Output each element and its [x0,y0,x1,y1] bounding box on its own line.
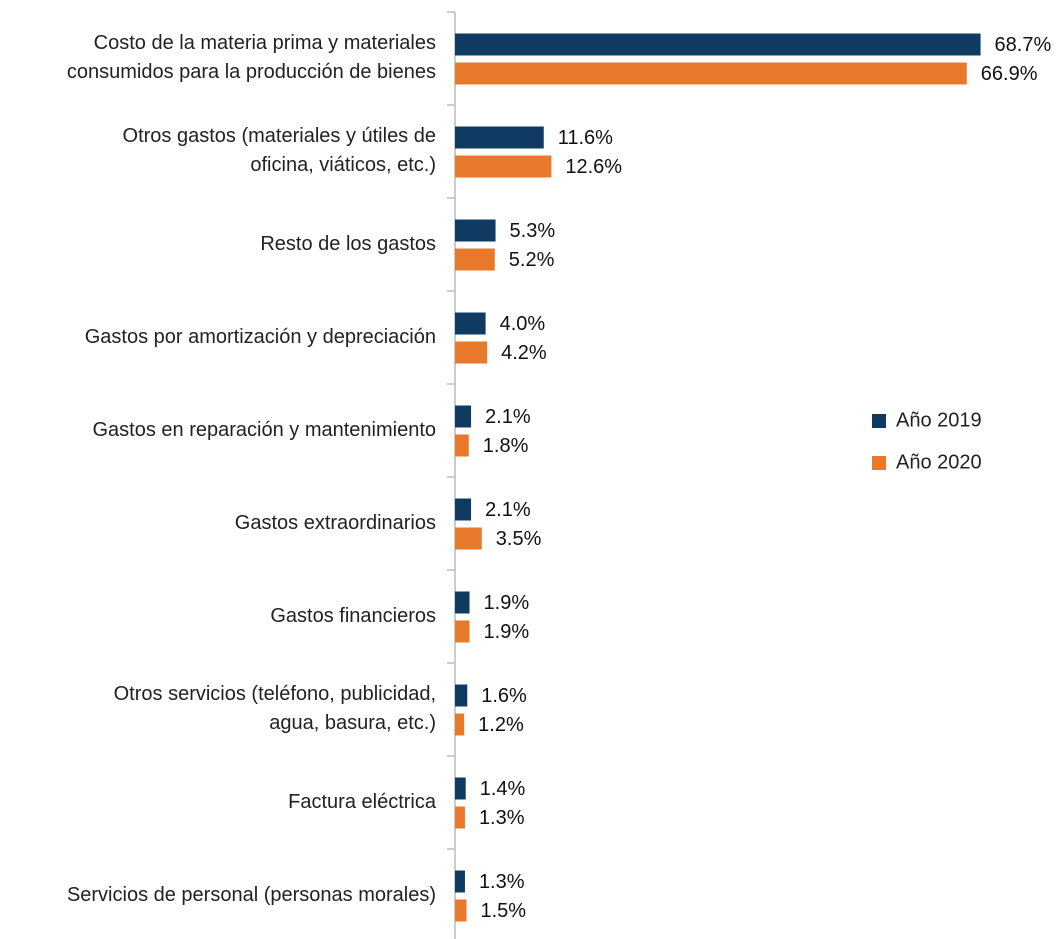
value-label: 1.9% [484,592,530,614]
bar [455,219,496,242]
category-label: Costo de la materia prima y materiales co… [67,32,436,83]
value-label: 3.5% [496,528,542,550]
bar [455,806,465,829]
value-label: 1.4% [480,778,526,800]
category-label: Gastos por amortización y depreciación [85,326,436,348]
value-label: 1.9% [484,621,530,643]
bar [455,527,482,550]
value-label: 1.3% [479,807,525,829]
category-label: Factura eléctrica [288,791,437,813]
bar [455,341,488,364]
bar [455,405,472,428]
category-label: Servicios de personal (personas morales) [67,884,436,906]
legend-label: Año 2020 [896,451,982,473]
category-label: Resto de los gastos [260,233,436,255]
value-label: 4.0% [500,313,546,335]
category-label: Otros gastos (materiales y útiles de ofic… [123,125,436,176]
bar [455,684,468,707]
bar [455,33,981,56]
category-label: Gastos en reparación y mantenimiento [92,419,436,441]
bar [455,312,486,335]
bar [455,777,466,800]
bar [455,62,967,85]
value-label: 5.3% [510,220,556,242]
bar [455,591,470,614]
bar [455,155,552,178]
value-label: 2.1% [485,406,531,428]
value-label: 1.6% [481,685,527,707]
bar [455,713,465,736]
bar [455,620,470,643]
category-label: Otros servicios (teléfono, publicidad, ag… [114,683,436,734]
value-label: 66.9% [981,63,1038,85]
bar [455,899,467,922]
bar [455,870,465,893]
value-label: 1.8% [483,435,529,457]
bar [455,434,469,457]
legend-swatch [872,414,886,428]
value-label: 2.1% [485,499,531,521]
bar [455,126,544,149]
value-label: 1.3% [479,871,525,893]
category-label: Gastos extraordinarios [235,512,436,534]
category-label: Gastos financieros [270,605,436,627]
value-label: 4.2% [501,342,547,364]
legend-label: Año 2019 [896,409,982,431]
value-label: 12.6% [565,156,622,178]
value-label: 1.2% [478,714,524,736]
legend-swatch [872,456,886,470]
bar [455,248,495,271]
value-label: 68.7% [995,34,1052,56]
value-label: 11.6% [558,127,613,149]
value-label: 5.2% [509,249,555,271]
bar [455,498,472,521]
value-label: 1.5% [480,900,526,922]
